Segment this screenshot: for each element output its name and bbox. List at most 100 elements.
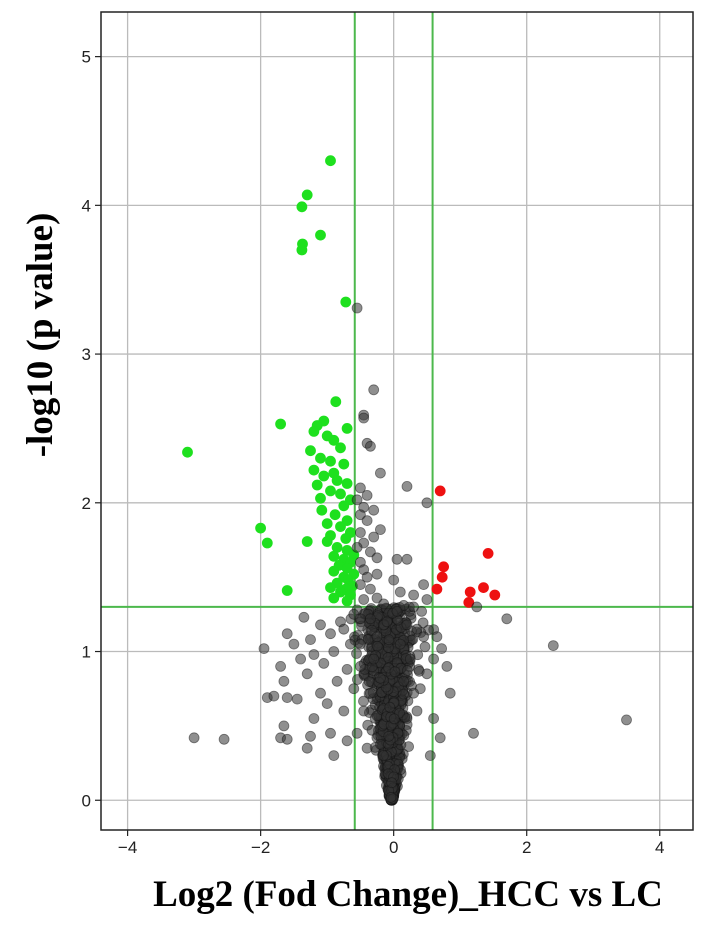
data-point-down [255,522,267,534]
data-point-ns [308,649,320,660]
data-point-down [328,565,340,577]
data-point-ns [368,384,380,396]
data-point-ns [364,440,376,452]
plot-frame [100,11,694,831]
data-point-ns [398,688,409,700]
data-point-ns [268,690,280,702]
data-point-down [331,542,343,553]
data-point-ns [308,713,320,724]
data-point-ns [383,730,395,742]
data-point-down [325,155,336,167]
data-point-ns [428,713,440,724]
data-point-down [341,478,353,489]
data-point-ns [388,574,400,586]
data-point-ns [391,553,403,565]
axis-ticks: −4 −2 0 2 4 0 1 2 3 4 5 [82,48,665,857]
data-point-down [321,518,333,529]
data-point-ns [368,653,380,665]
data-point-ns [374,672,386,684]
data-point-ns [258,643,270,654]
data-point-ns [388,713,400,725]
data-point-ns [418,631,430,643]
data-point-ns [348,683,360,695]
data-point-ns [218,733,230,745]
data-point-down [305,445,316,457]
data-point-ns [444,687,456,699]
data-point-down [335,586,346,598]
data-point-down [315,492,326,504]
data-point-ns [315,687,326,699]
data-point-ns [374,467,386,479]
data-point-ns [328,646,340,657]
data-point-ns [278,720,290,732]
data-point-ns [371,640,383,652]
data-point-ns [361,571,373,583]
data-point-ns [419,641,431,653]
data-point-ns [291,693,303,705]
data-point-ns [364,613,376,625]
data-point-ns [344,638,356,650]
data-point-down [331,475,343,486]
data-point-down [308,425,320,437]
data-point-up [438,561,450,573]
data-point-ns [441,661,453,672]
data-point-ns [278,675,290,687]
data-point-ns [384,701,396,713]
data-point-ns [295,653,307,665]
data-point-down [275,418,287,430]
data-point-down [341,422,353,434]
data-point-ns [305,634,316,645]
x-tick-label: 2 [522,838,531,857]
data-point-ns [331,675,343,687]
data-point-up [464,586,476,598]
data-point-ns [383,634,395,646]
y-tick-label: 3 [82,345,91,364]
data-point-up [463,597,475,608]
data-point-ns [471,601,483,613]
data-point-ns [358,594,370,605]
data-point-ns [621,714,632,726]
data-point-ns [364,687,376,699]
data-point-down [341,595,353,607]
data-point-ns [421,497,433,509]
data-point-ns [436,643,448,654]
y-axis-title: -log10 (p value) [20,213,61,458]
data-point-ns [328,750,340,761]
data-point-down [338,500,350,512]
data-point-ns [418,579,430,590]
data-point-ns [338,705,350,717]
data-point-ns [341,664,353,675]
data-point-down [340,296,352,308]
data-point-down [329,509,341,521]
data-point-down [328,434,340,446]
data-point-ns [325,727,336,739]
data-point-ns [325,628,336,640]
data-point-ns [348,608,360,620]
data-point-ns [354,579,366,590]
data-point-ns [371,568,383,580]
data-point-ns [389,666,401,678]
x-tick-label: −4 [118,838,137,857]
data-point-ns [318,658,330,669]
data-point-down [315,229,326,241]
x-tick-label: 0 [389,838,398,857]
data-point-ns [547,640,559,651]
y-tick-label: 1 [82,643,91,662]
data-point-ns [385,792,397,803]
data-point-ns [368,504,380,516]
y-tick-label: 5 [82,48,91,67]
data-point-ns [381,616,393,628]
data-point-ns [354,509,366,521]
data-point-ns [358,695,369,707]
data-point-ns [401,553,413,565]
data-point-down [296,244,308,256]
data-point-ns [377,750,389,761]
data-point-ns [305,730,316,742]
data-point-ns [408,601,420,613]
data-point-ns [361,515,373,526]
data-point-down [316,504,328,516]
data-point-ns [351,727,363,739]
data-point-ns [391,606,403,617]
data-point-ns [404,653,416,665]
